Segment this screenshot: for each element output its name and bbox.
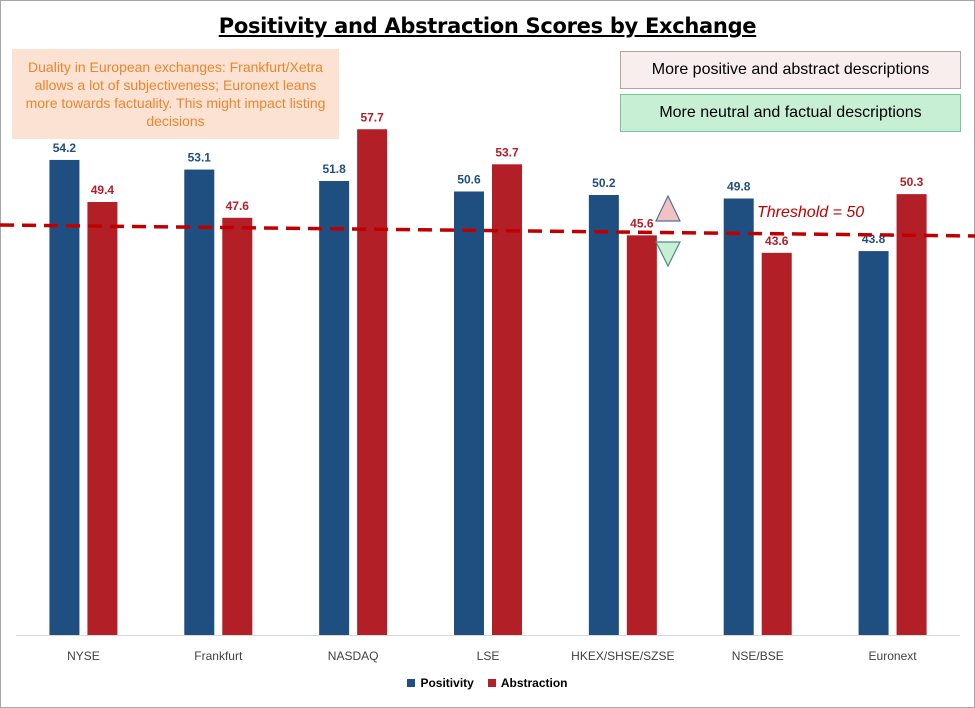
chart-title: Positivity and Abstraction Scores by Exc… xyxy=(218,14,757,38)
x-tick-label-4: HKEX/SHSE/SZSE xyxy=(571,649,674,663)
bar-abstraction-2 xyxy=(357,129,388,635)
positive-abstract-legend-box: More positive and abstract descriptions xyxy=(620,51,961,89)
legend-swatch-abstraction xyxy=(487,679,496,687)
data-label-abstraction-0: 49.4 xyxy=(91,183,115,197)
legend-item-abstraction: Abstraction xyxy=(487,676,568,690)
bar-positivity-3 xyxy=(454,191,484,635)
bar-positivity-2 xyxy=(319,180,350,635)
x-tick-label-6: Euronext xyxy=(869,649,918,663)
up-triangle-icon xyxy=(655,194,681,222)
annotation-note: Duality in European exchanges: Frankfurt… xyxy=(12,49,339,139)
data-label-positivity-2: 51.8 xyxy=(322,162,346,176)
x-tick-label-1: Frankfurt xyxy=(194,649,243,663)
bar-abstraction-5 xyxy=(761,252,792,635)
annotation-note-text: Duality in European exchanges: Frankfurt… xyxy=(25,59,326,129)
data-label-abstraction-2: 57.7 xyxy=(360,110,384,124)
neutral-factual-legend-box: More neutral and factual descriptions xyxy=(620,94,961,132)
threshold-line xyxy=(0,223,975,238)
bar-positivity-1 xyxy=(184,169,215,636)
data-label-abstraction-6: 50.3 xyxy=(900,175,924,189)
x-tick-label-2: NASDAQ xyxy=(328,649,379,663)
bar-abstraction-3 xyxy=(492,164,522,635)
bar-positivity-0 xyxy=(49,159,80,635)
x-tick-label-5: NSE/BSE xyxy=(732,649,784,663)
threshold-label: Threshold = 50 xyxy=(757,204,864,221)
bar-abstraction-1 xyxy=(222,217,253,635)
data-label-positivity-1: 53.1 xyxy=(188,151,212,165)
bar-positivity-5 xyxy=(723,198,754,636)
bar-positivity-6 xyxy=(858,251,889,635)
legend-label-abstraction: Abstraction xyxy=(500,676,568,690)
legend-item-positivity: Positivity xyxy=(407,676,474,690)
legend-swatch-positivity xyxy=(407,679,416,687)
data-label-positivity-0: 54.2 xyxy=(53,141,77,155)
data-label-positivity-4: 50.2 xyxy=(592,176,616,190)
data-label-abstraction-5: 43.6 xyxy=(765,234,789,248)
data-label-abstraction-3: 53.7 xyxy=(495,145,519,159)
data-label-positivity-5: 49.8 xyxy=(727,180,751,194)
data-label-abstraction-1: 47.6 xyxy=(226,199,250,213)
data-label-abstraction-4: 45.6 xyxy=(630,216,654,230)
bar-abstraction-0 xyxy=(87,202,118,635)
bar-abstraction-4 xyxy=(626,235,657,636)
bar-abstraction-6 xyxy=(896,194,927,636)
series-legend: Positivity Abstraction xyxy=(0,676,975,690)
x-tick-label-0: NYSE xyxy=(67,649,100,663)
data-label-positivity-3: 50.6 xyxy=(457,172,481,186)
legend-label-positivity: Positivity xyxy=(420,676,474,690)
bar-positivity-4 xyxy=(588,194,619,635)
x-tick-label-3: LSE xyxy=(477,649,500,663)
down-triangle-icon xyxy=(655,241,681,268)
